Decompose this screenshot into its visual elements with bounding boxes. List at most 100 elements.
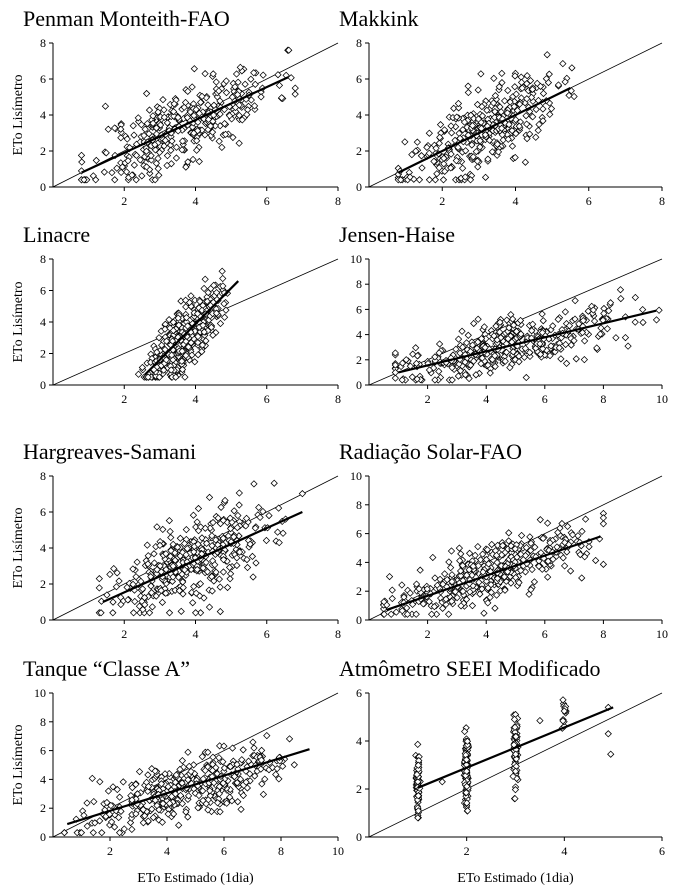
data-point (144, 787, 152, 795)
data-point (168, 351, 176, 359)
data-point (474, 338, 482, 346)
data-point (624, 342, 632, 350)
data-point (463, 807, 472, 815)
data-point (210, 281, 218, 290)
y-tick-label: 4 (40, 541, 46, 555)
data-point (190, 582, 198, 591)
data-point (532, 105, 540, 114)
data-point (168, 137, 176, 145)
data-point (194, 351, 202, 359)
x-axis-label: ETo Estimado (1dia) (137, 871, 254, 886)
data-point (100, 168, 109, 176)
data-point (414, 814, 422, 822)
data-point (599, 514, 608, 522)
data-point (505, 324, 513, 332)
data-point (273, 528, 282, 536)
data-point (215, 754, 223, 762)
data-point (505, 537, 513, 545)
data-point (234, 78, 242, 86)
data-point (468, 602, 477, 610)
y-tick-label: 0 (40, 830, 46, 844)
data-point (461, 727, 469, 736)
data-point (208, 572, 216, 581)
data-point (262, 536, 271, 545)
data-point (539, 117, 547, 125)
data-point (466, 361, 475, 369)
data-point (226, 575, 234, 583)
y-axis-label: ETo Lisímetro (11, 74, 26, 155)
data-point (192, 589, 200, 597)
data-point (655, 306, 663, 314)
data-point (60, 829, 69, 837)
data-point (408, 373, 416, 381)
data-point (132, 176, 140, 184)
data-point (481, 131, 489, 139)
data-point (191, 358, 199, 366)
data-point (179, 763, 188, 771)
data-point (563, 548, 571, 556)
data-point (110, 823, 119, 831)
data-point (486, 369, 494, 377)
data-point (470, 357, 478, 365)
data-point (159, 525, 167, 534)
data-point (441, 570, 449, 578)
data-point (425, 598, 433, 606)
data-point (482, 577, 491, 585)
data-point (184, 748, 192, 756)
data-point (138, 172, 146, 180)
data-point (531, 543, 539, 551)
data-point (215, 790, 223, 798)
x-tick-label: 2 (121, 392, 127, 406)
data-point (155, 334, 163, 342)
data-point (113, 569, 121, 577)
data-point (113, 785, 121, 794)
data-point (279, 529, 287, 537)
x-tick-label: 4 (513, 194, 519, 208)
data-point (559, 554, 567, 562)
data-point (465, 374, 473, 383)
data-point (156, 562, 164, 570)
data-point (475, 578, 483, 586)
data-point (104, 125, 112, 133)
data-point (461, 771, 470, 780)
data-point (103, 591, 111, 599)
data-point (111, 811, 119, 819)
data-point (230, 507, 238, 515)
data-point (534, 126, 542, 135)
data-point (477, 360, 485, 368)
data-point (563, 522, 572, 531)
data-point (525, 590, 533, 598)
data-point (138, 363, 147, 372)
data-point (275, 81, 284, 90)
data-point (222, 306, 230, 314)
data-point (525, 107, 534, 116)
data-point (187, 292, 195, 300)
data-point (235, 111, 243, 120)
y-tick-label: 4 (40, 108, 46, 122)
y-tick-label: 2 (356, 584, 362, 598)
data-point (461, 371, 469, 379)
data-point (419, 600, 427, 608)
data-point (211, 122, 219, 130)
data-point (466, 176, 475, 184)
data-point (242, 778, 250, 786)
data-point (194, 127, 202, 135)
regression-line (398, 309, 657, 374)
data-point (184, 792, 193, 800)
data-point (457, 550, 465, 558)
data-point (512, 750, 520, 758)
data-point (111, 124, 119, 132)
data-point (579, 317, 587, 325)
y-tick-label: 2 (356, 144, 362, 158)
data-point (122, 168, 131, 176)
data-point (454, 143, 462, 151)
data-point (479, 568, 487, 576)
data-point (440, 154, 448, 162)
data-point (401, 138, 409, 146)
data-point (178, 137, 187, 145)
data-point (180, 566, 189, 574)
data-point (530, 578, 539, 586)
data-point (385, 572, 394, 581)
data-point (416, 566, 424, 574)
data-point (257, 746, 266, 755)
